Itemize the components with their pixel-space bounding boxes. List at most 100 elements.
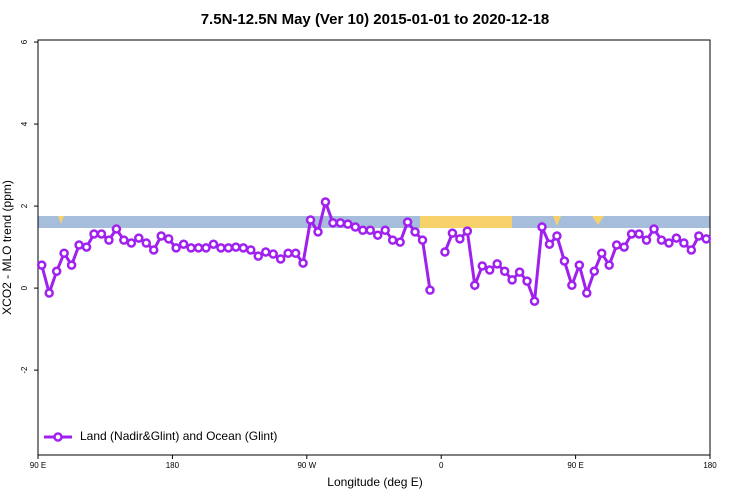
x-tick-label: 180 xyxy=(703,461,717,470)
data-point xyxy=(163,234,174,244)
y-tick-label: 4 xyxy=(20,121,29,126)
x-tick-label: 90 W xyxy=(297,461,316,470)
data-point xyxy=(372,230,383,240)
data-point xyxy=(66,260,77,270)
data-point xyxy=(626,229,637,239)
data-point xyxy=(559,256,570,266)
data-point xyxy=(582,288,592,298)
data-point xyxy=(119,235,129,245)
data-point xyxy=(253,251,264,261)
data-point xyxy=(305,215,316,225)
data-point xyxy=(604,260,614,270)
data-point xyxy=(186,243,196,253)
data-point xyxy=(537,222,547,232)
data-point xyxy=(298,258,308,268)
data-point xyxy=(455,234,465,244)
legend-marker xyxy=(53,432,63,442)
data-point xyxy=(223,243,234,253)
data-point xyxy=(514,267,525,277)
data-point xyxy=(402,217,413,227)
data-point xyxy=(171,243,181,253)
data-point xyxy=(470,280,480,290)
land-ocean-mask xyxy=(38,216,710,228)
x-tick-label: 180 xyxy=(166,461,180,470)
data-point xyxy=(193,243,204,253)
data-point xyxy=(387,235,398,245)
data-point xyxy=(641,235,652,245)
data-point xyxy=(440,247,450,257)
y-tick-label: 0 xyxy=(20,285,29,290)
data-point xyxy=(313,227,323,237)
legend-label: Land (Nadir&Glint) and Ocean (Glint) xyxy=(80,429,277,443)
data-point xyxy=(694,231,704,241)
data-point xyxy=(283,248,293,258)
data-point xyxy=(417,235,428,245)
data-point xyxy=(477,261,488,271)
chart-title: 7.5N-12.5N May (Ver 10) 2015-01-01 to 20… xyxy=(201,11,550,28)
data-point xyxy=(350,222,361,232)
y-tick-label: 2 xyxy=(20,203,29,208)
data-point xyxy=(335,218,346,228)
data-point xyxy=(343,219,353,229)
y-tick-label: -2 xyxy=(20,366,29,374)
data-point xyxy=(268,249,278,259)
data-point xyxy=(492,259,502,269)
data-point xyxy=(425,285,435,295)
y-tick-label: 6 xyxy=(20,39,29,44)
data-point xyxy=(156,231,166,241)
data-point xyxy=(686,245,697,255)
data-point xyxy=(574,260,585,270)
data-point xyxy=(484,265,495,275)
data-point xyxy=(231,242,241,252)
data-point xyxy=(246,245,256,255)
data-point xyxy=(320,197,331,207)
data-point xyxy=(96,229,107,239)
data-point xyxy=(178,239,189,249)
data-point xyxy=(611,240,622,250)
data-point xyxy=(552,231,562,241)
x-tick-label: 0 xyxy=(439,461,444,470)
data-point xyxy=(529,296,540,306)
land-patch xyxy=(58,216,64,224)
land-patch xyxy=(420,216,512,228)
data-point xyxy=(81,242,92,252)
data-point xyxy=(216,243,226,253)
data-point xyxy=(507,275,517,285)
data-point xyxy=(395,237,405,247)
data-point xyxy=(634,229,644,239)
data-point xyxy=(328,218,338,228)
data-point xyxy=(44,288,54,298)
data-point xyxy=(260,247,271,257)
data-point xyxy=(141,238,152,248)
data-point xyxy=(104,235,114,245)
land-patch xyxy=(553,216,561,226)
data-point xyxy=(664,238,674,248)
data-point xyxy=(679,238,689,248)
data-point xyxy=(522,276,532,286)
data-point xyxy=(462,226,473,236)
data-point xyxy=(589,266,600,277)
data-point xyxy=(208,239,219,249)
data-point xyxy=(238,243,249,253)
data-point xyxy=(358,225,368,236)
y-axis-label: XCO2 - MLO trend (ppm) xyxy=(0,180,14,315)
data-point xyxy=(51,266,62,277)
data-point xyxy=(649,224,659,234)
data-point xyxy=(656,235,667,245)
data-point xyxy=(275,254,286,264)
data-point xyxy=(596,248,607,258)
x-tick-label: 90 E xyxy=(567,461,583,470)
data-point xyxy=(111,224,122,234)
data-point xyxy=(36,260,47,270)
data-point xyxy=(567,280,577,290)
ocean-band xyxy=(38,216,710,228)
data-point xyxy=(365,225,376,236)
land-patch xyxy=(592,216,604,225)
data-point xyxy=(290,248,301,258)
data-point xyxy=(148,245,159,255)
plot-frame xyxy=(37,39,711,456)
data-point xyxy=(499,266,510,277)
data-point xyxy=(380,225,390,236)
data-point xyxy=(701,234,712,244)
